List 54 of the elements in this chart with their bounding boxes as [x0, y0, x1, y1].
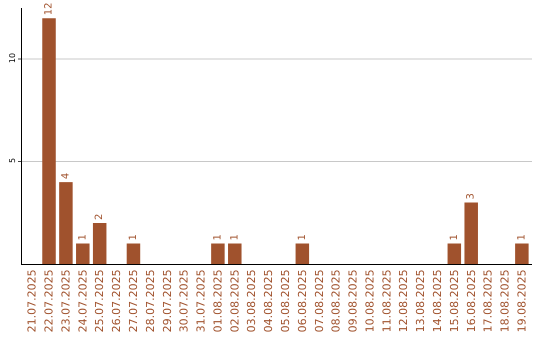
x-tick-label: 23.07.2025	[59, 269, 72, 332]
y-tick-label: 10	[8, 52, 17, 64]
x-tick-label: 27.07.2025	[127, 269, 140, 332]
x-tick-label: 15.08.2025	[448, 269, 461, 332]
x-tick-label: 14.08.2025	[431, 269, 444, 332]
bar	[464, 202, 478, 264]
x-tick-label: 07.08.2025	[312, 269, 326, 332]
x-tick-label: 21.07.2025	[26, 269, 39, 332]
data-label: 3	[466, 193, 477, 200]
bar	[42, 18, 56, 264]
x-tick-label: 09.08.2025	[346, 269, 360, 332]
x-tick-label: 03.08.2025	[245, 269, 258, 332]
x-tick-label: 29.07.2025	[160, 269, 174, 332]
data-label: 12	[44, 2, 55, 16]
x-tick-label: 26.07.2025	[110, 269, 124, 332]
bar	[126, 244, 140, 264]
data-label: 4	[60, 172, 72, 180]
data-label: 1	[77, 234, 88, 241]
x-tick-label: 13.08.2025	[414, 269, 428, 332]
x-tick-label: 06.08.2025	[296, 269, 309, 332]
x-tick-label: 02.08.2025	[228, 269, 242, 332]
x-tick-label: 10.08.2025	[363, 269, 376, 332]
x-tick-label: 01.08.2025	[211, 269, 224, 332]
x-tick-label: 12.08.2025	[397, 269, 410, 332]
x-tick-label: 04.08.2025	[262, 269, 276, 332]
bar	[211, 244, 225, 264]
data-label: 1	[128, 234, 139, 241]
x-tick-label: 19.08.2025	[515, 269, 528, 332]
data-label: 1	[448, 234, 460, 241]
x-tick-label: 18.08.2025	[498, 269, 512, 332]
x-tick-label: 25.07.2025	[93, 269, 106, 332]
bar	[448, 244, 462, 264]
data-label: 2	[94, 214, 106, 220]
y-tick-label: 5	[8, 158, 17, 163]
x-tick-label: 24.07.2025	[76, 269, 90, 332]
x-tick-label: 28.07.2025	[144, 269, 157, 332]
bar	[296, 244, 310, 264]
bar	[59, 182, 73, 264]
x-tick-label: 11.08.2025	[380, 269, 394, 332]
bar	[92, 223, 106, 264]
x-tick-label: 17.08.2025	[482, 269, 495, 332]
data-label: 1	[516, 234, 528, 241]
bar	[515, 244, 529, 264]
x-tick-label: 31.07.2025	[194, 269, 208, 332]
data-label: 1	[296, 234, 308, 241]
bar	[228, 244, 242, 264]
x-tick-label: 22.07.2025	[42, 269, 56, 332]
x-tick-label: 08.08.2025	[330, 269, 343, 332]
data-label: 1	[229, 234, 240, 241]
bar	[76, 244, 90, 264]
x-tick-label: 16.08.2025	[464, 269, 478, 332]
data-label: 1	[212, 234, 224, 241]
x-tick-label: 05.08.2025	[279, 269, 292, 332]
x-tick-label: 30.07.2025	[178, 269, 191, 332]
